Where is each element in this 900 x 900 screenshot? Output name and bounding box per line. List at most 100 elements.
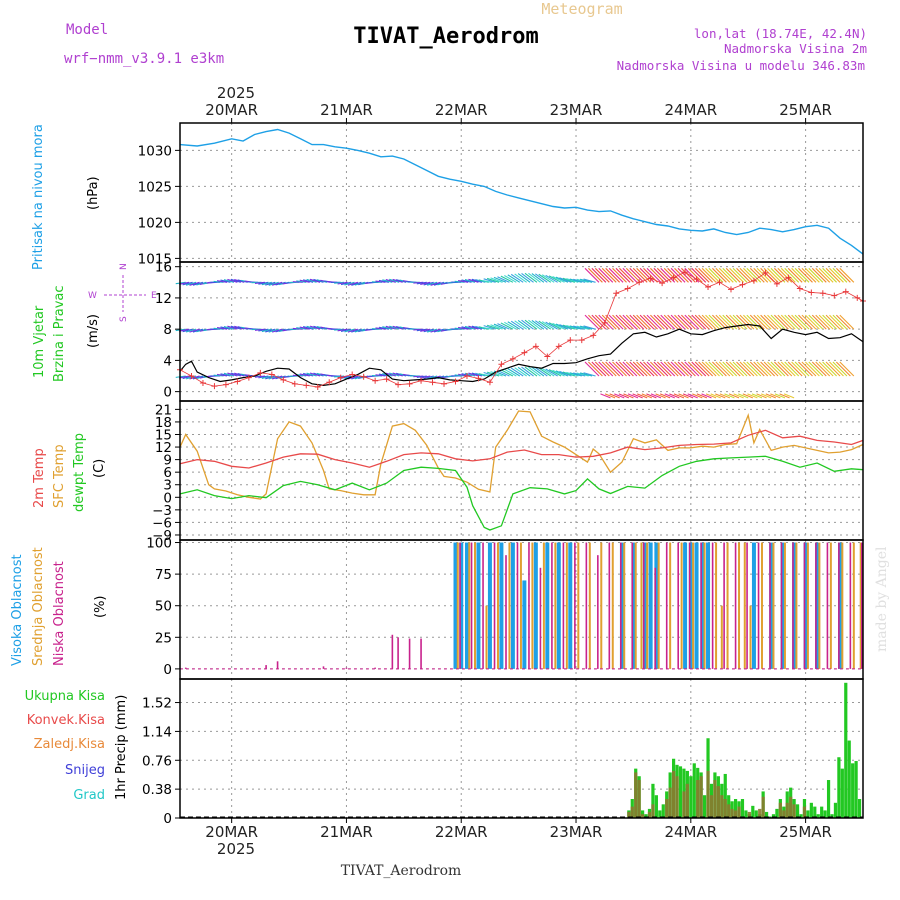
wind-barb bbox=[220, 326, 231, 330]
wind-barb bbox=[594, 267, 610, 283]
wind-barb bbox=[787, 314, 803, 330]
wind-barb bbox=[334, 375, 345, 378]
wind-barb bbox=[637, 393, 648, 399]
wind-barb bbox=[705, 361, 720, 377]
wind-barb bbox=[770, 267, 786, 283]
precip-total-bar bbox=[692, 763, 696, 818]
precip-total-bar bbox=[809, 802, 813, 818]
wind-barb bbox=[832, 314, 848, 330]
temp-title-2m: 2m Temp bbox=[32, 448, 47, 508]
precip-total-bar bbox=[661, 804, 665, 818]
cloud-low-bar bbox=[803, 542, 806, 669]
precip-total-bar bbox=[844, 682, 848, 818]
precip-total-bar bbox=[854, 761, 858, 818]
wind-unit: (m/s) bbox=[86, 314, 101, 348]
wind-barb bbox=[739, 267, 755, 283]
wind-barb bbox=[299, 279, 310, 283]
precip-conv-bar bbox=[758, 808, 762, 818]
cloud-low-bar bbox=[597, 555, 599, 669]
bottom-year-label: 2025 bbox=[217, 840, 255, 858]
top-day-label: 22MAR bbox=[435, 101, 488, 119]
wind-barb bbox=[306, 325, 317, 330]
wind-barb bbox=[185, 328, 197, 333]
wind-barb bbox=[801, 267, 817, 283]
wind-barb bbox=[743, 361, 758, 377]
wind-barb bbox=[517, 273, 531, 283]
wind-barb bbox=[521, 272, 534, 283]
wind-gust-point bbox=[624, 285, 631, 292]
precip-total-bar bbox=[823, 810, 827, 818]
cloud-high-bar bbox=[464, 542, 469, 669]
wind-barb bbox=[698, 361, 714, 377]
ytick-label: −6 bbox=[152, 515, 172, 531]
cloud-mid-bar bbox=[806, 542, 809, 669]
wind-barb bbox=[674, 267, 689, 283]
ytick-label: 6 bbox=[163, 465, 172, 481]
wind-barb bbox=[413, 281, 424, 284]
wind-barb bbox=[808, 267, 824, 283]
wind-barb bbox=[292, 281, 303, 283]
wind-barb bbox=[777, 267, 793, 283]
cloud-low-bar bbox=[408, 638, 411, 669]
wind-barb bbox=[344, 328, 355, 333]
wind-barb bbox=[767, 361, 782, 377]
precip-total-bar bbox=[751, 805, 755, 818]
wind-barb bbox=[500, 322, 514, 330]
wind-barb bbox=[629, 267, 645, 283]
cloud-labels: Visoka Oblacnost Srednja Oblacnost Niska… bbox=[10, 547, 108, 666]
wind-gust-point bbox=[406, 380, 413, 387]
precip-labels: Ukupna Kisa Konvek.Kisa Zaledj.Kisa Snij… bbox=[25, 689, 129, 803]
wind-barb bbox=[736, 361, 751, 377]
wind-barb bbox=[600, 393, 611, 399]
cloud-mid-bar bbox=[720, 605, 723, 669]
wind-barb bbox=[179, 328, 190, 332]
wind-barb bbox=[687, 393, 698, 399]
wind-barb bbox=[746, 267, 762, 283]
wind-barb bbox=[573, 278, 586, 283]
dewpoint-line bbox=[179, 455, 864, 531]
wind-barb bbox=[433, 281, 445, 286]
wind-barb bbox=[375, 327, 386, 330]
cloud-low-bar bbox=[516, 542, 519, 669]
wind-barb bbox=[185, 281, 197, 286]
wind-gust-point bbox=[762, 269, 769, 276]
ytick-label: 25 bbox=[155, 630, 172, 646]
wind-barb bbox=[471, 325, 483, 330]
bottom-day-label: 20MAR bbox=[205, 823, 258, 841]
cloud-low-bar bbox=[757, 542, 760, 669]
precip-total-bar bbox=[820, 806, 824, 818]
precip-total-bar bbox=[799, 814, 803, 818]
wind-barb bbox=[808, 314, 824, 330]
wind-barb bbox=[708, 361, 724, 377]
wind-barb bbox=[701, 267, 717, 283]
cloud-high-bar bbox=[533, 542, 538, 669]
precip-total-bar bbox=[754, 810, 758, 818]
cloud-title-low: Niska Oblacnost bbox=[52, 561, 67, 666]
cloud-mid-bar bbox=[542, 542, 545, 669]
compass-e-label: E bbox=[151, 291, 157, 301]
cloud-high-bar bbox=[476, 542, 481, 669]
temp-title-dewpt: dewpt Temp bbox=[72, 433, 87, 512]
wind-barb bbox=[334, 281, 345, 284]
wind-barb bbox=[643, 361, 658, 377]
wind-barb bbox=[576, 325, 589, 330]
wind-barb bbox=[569, 325, 582, 330]
wind-gust-point bbox=[555, 343, 562, 350]
cloud-high-bar bbox=[453, 542, 458, 669]
cloud-low-bar bbox=[792, 542, 794, 669]
grid-layer bbox=[180, 123, 863, 819]
wind-barb bbox=[514, 273, 527, 283]
frame-layer bbox=[179, 122, 864, 819]
wind-barb bbox=[416, 375, 427, 379]
wind-barb bbox=[722, 361, 738, 377]
wind-barb bbox=[664, 393, 675, 399]
chart-title: TIVAT_Aerodrom bbox=[353, 24, 538, 49]
wind-barb bbox=[566, 325, 579, 330]
wind-barb bbox=[669, 393, 680, 399]
wind-barb bbox=[832, 361, 848, 377]
wind-barb bbox=[818, 314, 834, 330]
cloud-low-bar bbox=[397, 637, 399, 669]
wind-barb bbox=[684, 361, 700, 377]
footer-station: TIVAT_Aerodrom bbox=[341, 863, 462, 879]
cloud-high-bar bbox=[556, 542, 561, 669]
